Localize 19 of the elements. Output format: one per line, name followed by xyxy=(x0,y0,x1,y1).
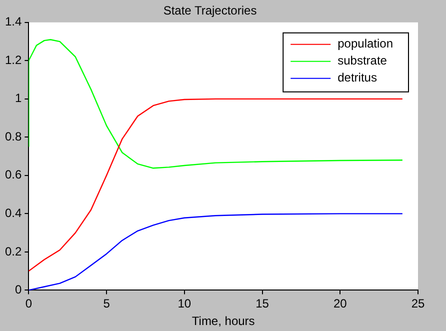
x-tick-label: 0 xyxy=(25,296,32,311)
chart-title: State Trajectories xyxy=(163,4,257,18)
y-tick-label: 0.6 xyxy=(4,168,22,182)
y-tick-label: 1.2 xyxy=(4,52,22,67)
y-tick-label: 1.4 xyxy=(4,14,22,29)
y-tick-label: 0 xyxy=(14,282,22,297)
legend-label: substrate xyxy=(338,54,388,68)
legend-label: detritus xyxy=(338,70,377,85)
y-tick-label: 0.4 xyxy=(4,206,22,220)
x-axis-title: Time, hours xyxy=(192,314,255,328)
x-tick-label: 20 xyxy=(333,296,348,311)
y-tick-label: 1 xyxy=(14,91,22,106)
x-tick-label: 15 xyxy=(256,296,270,311)
x-tick-label: 25 xyxy=(411,296,425,311)
x-tick-label: 5 xyxy=(103,296,110,311)
y-tick-label: 0.8 xyxy=(4,129,22,144)
legend-label: population xyxy=(338,36,394,51)
x-tick-label: 10 xyxy=(178,296,192,311)
y-tick-label: 0.2 xyxy=(4,244,22,258)
